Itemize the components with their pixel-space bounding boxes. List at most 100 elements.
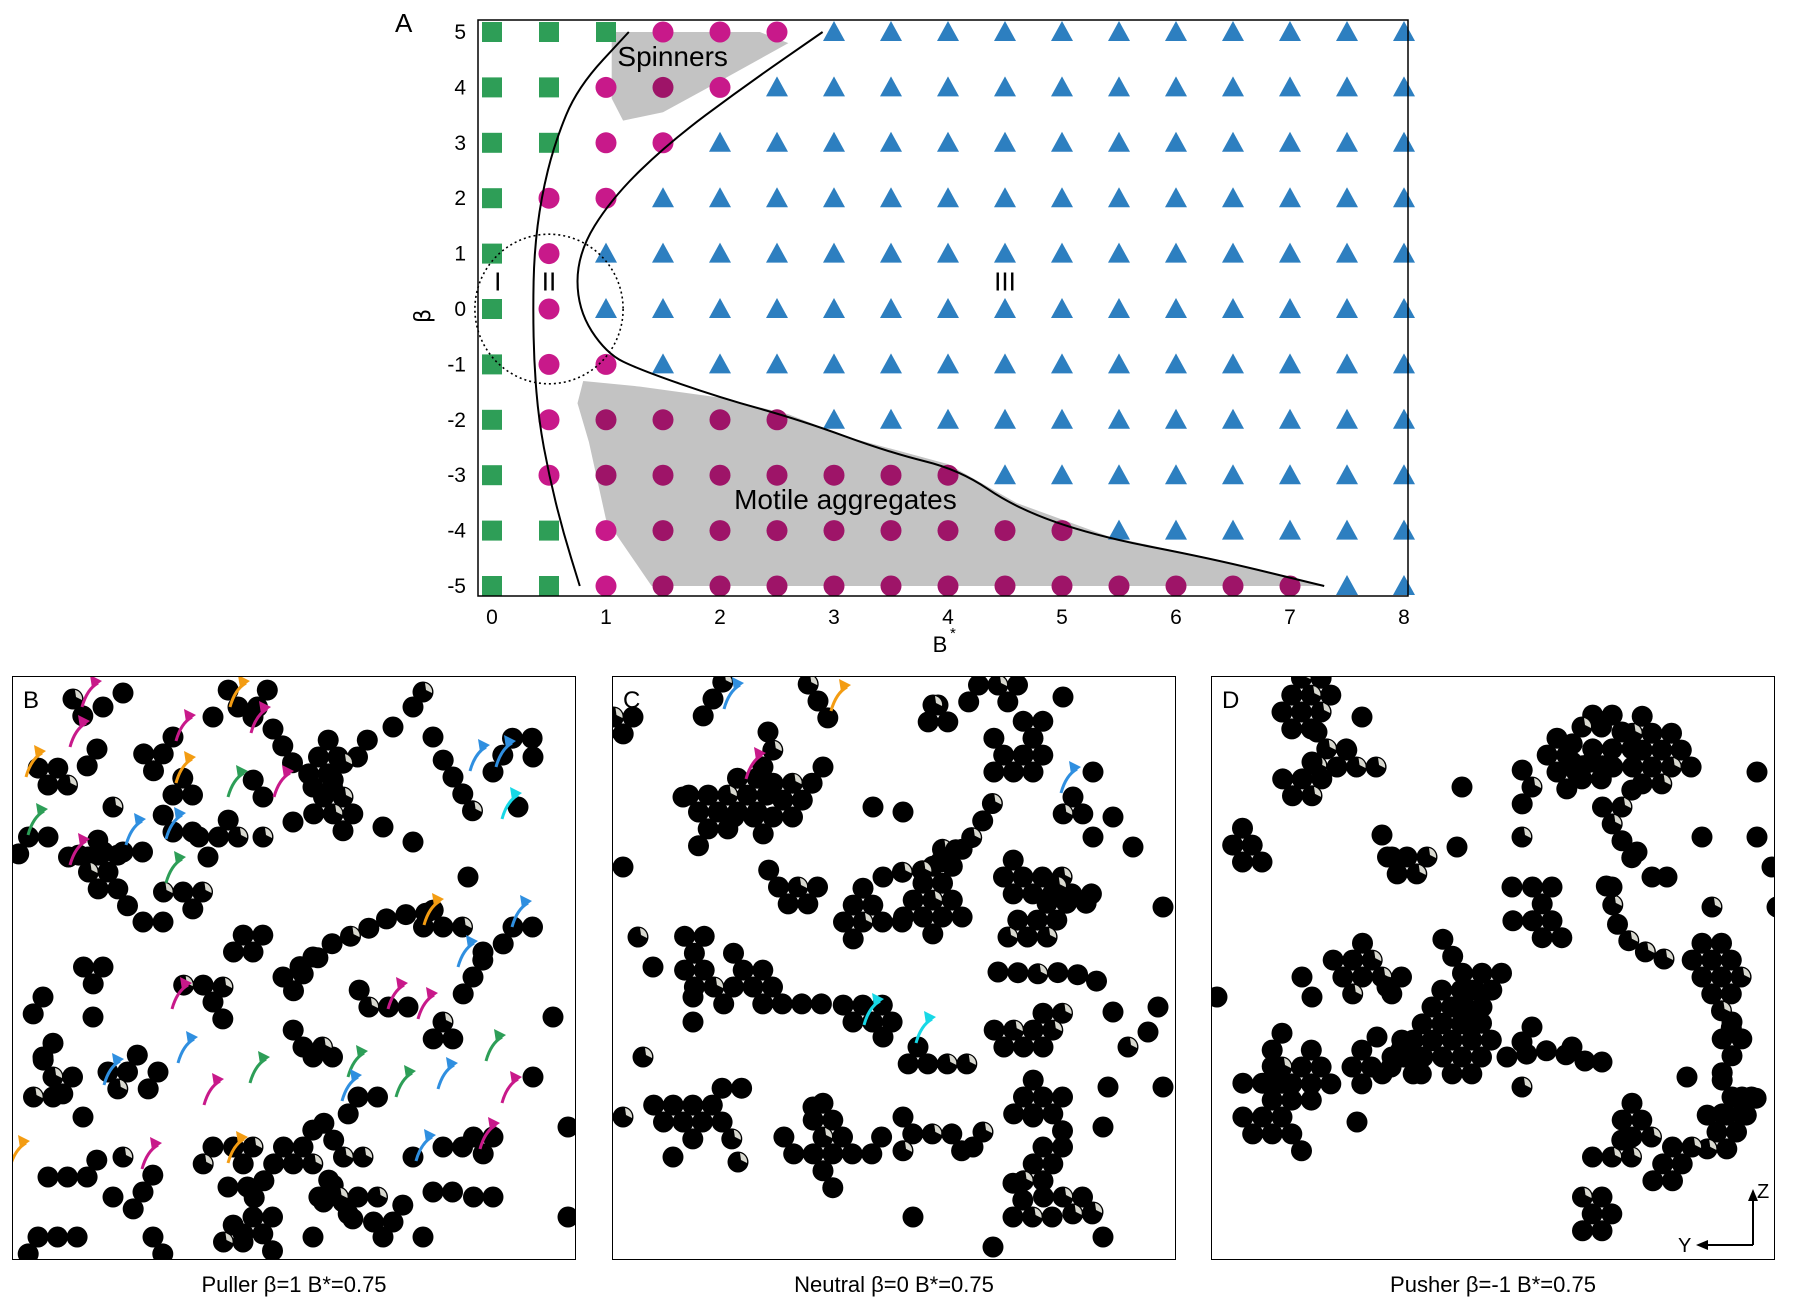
triangle-marker: [766, 242, 788, 263]
triangle-marker: [1108, 76, 1130, 97]
caption-neutral: Neutral β=0 B*=0.75: [794, 1272, 994, 1297]
rotation-arrow: [124, 819, 143, 846]
colloid-particle: [842, 1011, 864, 1033]
colloid-particle: [1271, 1022, 1293, 1044]
triangle-marker: [1336, 519, 1358, 540]
square-marker: [482, 132, 502, 153]
colloid-particle: [1072, 1186, 1093, 1208]
colloid-particle: [1641, 722, 1663, 744]
particle-highlight: [774, 741, 782, 752]
circle-marker: [538, 298, 560, 320]
colloid-particle: [1631, 705, 1653, 727]
colloid-particle: [1511, 793, 1533, 815]
particle-highlight: [1306, 677, 1311, 680]
colloid-particle: [1652, 1153, 1674, 1175]
colloid-particle: [1291, 701, 1312, 723]
triangle-marker: [652, 353, 674, 374]
circle-marker: [994, 575, 1016, 597]
triangle-marker: [1108, 21, 1130, 41]
spinners-label: Spinners: [617, 41, 728, 72]
colloid-particle: [72, 1106, 94, 1128]
colloid-particle: [86, 738, 108, 760]
colloid-particle: [674, 959, 696, 981]
triangle-marker: [937, 131, 959, 152]
rotation-arrow-head: [839, 679, 851, 692]
rotation-arrow-head: [1069, 761, 1081, 774]
triangle-marker: [1393, 21, 1415, 41]
particle-highlight: [1614, 895, 1622, 906]
y-tick-label: 0: [454, 298, 466, 321]
y-tick-label: -2: [447, 409, 466, 432]
y-tick-label: 1: [454, 243, 466, 266]
colloid-particle: [993, 1036, 1015, 1058]
rotation-arrow-head: [236, 1131, 248, 1144]
triangle-marker: [1336, 131, 1358, 152]
particle-highlight: [1015, 1021, 1023, 1032]
particle-highlight: [365, 1148, 373, 1158]
triangle-marker: [880, 242, 902, 263]
particle-highlight: [314, 1154, 322, 1165]
particle-highlight: [119, 1079, 127, 1090]
colloid-particle: [302, 1119, 324, 1141]
colloid-particle: [1052, 1136, 1073, 1158]
colloid-particle: [742, 976, 764, 998]
particle-highlight: [1647, 942, 1655, 953]
triangle-marker: [994, 187, 1016, 208]
colloid-particle: [1391, 1029, 1413, 1051]
colloid-particle: [711, 1077, 733, 1099]
rotation-arrow-head: [872, 993, 884, 1006]
colloid-particle: [1546, 761, 1568, 783]
triangle-marker: [1336, 76, 1358, 97]
colloid-particle: [1042, 1103, 1064, 1125]
colloid-particle: [937, 711, 959, 733]
particle-highlight: [985, 1123, 993, 1133]
colloid-particle: [1322, 949, 1344, 971]
colloid-particle: [82, 1006, 104, 1028]
colloid-particle: [147, 1061, 169, 1083]
circle-marker: [595, 575, 617, 597]
particle-highlight: [240, 828, 248, 838]
colloid-particle: [1601, 738, 1623, 760]
rotation-arrow-head: [356, 1045, 368, 1058]
colloid-particle: [1281, 718, 1303, 740]
rotation-arrow-head: [258, 1051, 270, 1064]
circle-marker: [823, 520, 845, 542]
particle-highlight: [1284, 1058, 1292, 1068]
particle-highlight: [445, 1013, 453, 1023]
triangle-marker: [1165, 408, 1187, 429]
particle-highlight: [1524, 828, 1532, 838]
rotation-arrow: [456, 941, 475, 968]
colloid-particle: [1531, 927, 1553, 949]
colloid-particle: [1721, 1045, 1743, 1067]
colloid-particle: [1461, 1029, 1483, 1051]
particle-highlight: [994, 794, 1002, 805]
colloid-particle: [47, 757, 69, 779]
colloid-particle: [347, 1086, 369, 1108]
triangle-marker: [937, 298, 959, 318]
colloid-particle: [232, 924, 254, 946]
colloid-particle: [86, 1149, 108, 1171]
triangle-marker: [1279, 464, 1301, 485]
triangle-marker: [937, 242, 959, 263]
colloid-particle: [432, 1136, 454, 1158]
triangle-marker: [1279, 242, 1301, 263]
rotation-arrow-head: [36, 803, 48, 816]
rotation-arrow-head: [732, 677, 744, 690]
particle-highlight: [1666, 950, 1674, 960]
colloid-particle: [152, 743, 174, 765]
colloid-particle: [13, 843, 30, 865]
triangle-marker: [823, 298, 845, 318]
triangle-marker: [1165, 76, 1187, 97]
colloid-particle: [807, 876, 828, 898]
colloid-particle: [872, 1026, 894, 1048]
colloid-particle: [253, 1170, 275, 1192]
particle-highlight: [1358, 758, 1366, 768]
rotation-arrow-head: [236, 765, 248, 778]
colloid-particle: [1535, 1040, 1557, 1062]
phase-boundaries: [474, 31, 1325, 587]
colloid-particle: [262, 1206, 283, 1228]
x-tick-label: 8: [1398, 606, 1410, 629]
colloid-particle: [1092, 1226, 1114, 1248]
triangle-marker: [880, 408, 902, 429]
triangle-marker: [823, 408, 845, 429]
